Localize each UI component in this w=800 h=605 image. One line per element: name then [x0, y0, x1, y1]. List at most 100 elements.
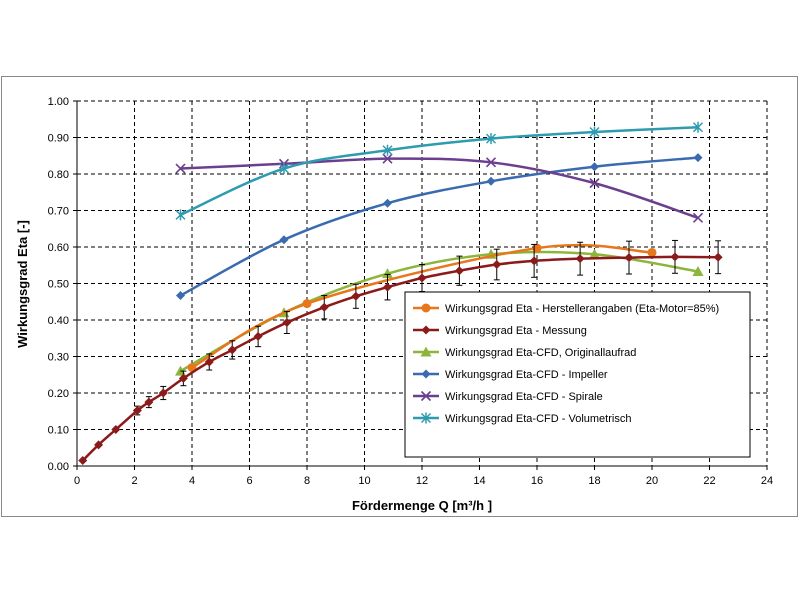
series-group	[78, 239, 723, 466]
data-point	[383, 198, 392, 208]
y-tick-label: 0.70	[48, 206, 69, 218]
data-point	[382, 153, 393, 164]
data-point	[204, 357, 214, 367]
legend-entry-label: Wirkungsgrad Eta-CFD, Originallaufrad	[445, 347, 636, 359]
data-point	[589, 178, 600, 189]
data-point	[132, 406, 142, 416]
data-point	[421, 325, 431, 335]
data-point	[78, 456, 88, 466]
series-line	[180, 157, 699, 219]
y-tick-label: 1.00	[48, 96, 69, 108]
y-tick-label: 0.20	[48, 388, 69, 400]
y-tick-label: 0.50	[48, 279, 69, 291]
y-tick-label: 0.60	[48, 242, 69, 254]
y-tick-label: 0.10	[48, 425, 69, 437]
data-point	[693, 153, 703, 163]
data-point	[253, 331, 263, 341]
y-tick-label: 0.30	[48, 352, 69, 364]
data-point	[382, 268, 393, 279]
data-point	[485, 157, 497, 168]
legend-entry-label: Wirkungsgrad Eta - Herstellerangaben (Et…	[445, 303, 719, 315]
data-point	[589, 248, 600, 259]
axes	[73, 100, 768, 470]
x-tick-label: 8	[304, 475, 310, 487]
data-point	[178, 373, 188, 383]
legend-entry-label: Wirkungsgrad Eta-CFD - Spirale	[445, 391, 603, 403]
series-line	[179, 126, 699, 217]
data-point	[111, 425, 121, 434]
legend: Wirkungsgrad Eta - Herstellerangaben (Et…	[404, 291, 751, 458]
series-lines	[78, 121, 723, 466]
x-tick-label: 24	[761, 475, 773, 487]
legend-entry-label: Wirkungsgrad Eta-CFD - Impeller	[445, 369, 608, 381]
series-line	[179, 156, 699, 297]
data-point	[278, 163, 290, 175]
data-point	[417, 273, 427, 283]
data-point	[589, 126, 600, 138]
data-point	[382, 144, 393, 156]
series-group	[187, 243, 657, 372]
data-point	[485, 133, 497, 145]
data-point	[421, 303, 431, 313]
data-point	[175, 163, 186, 174]
series-line	[81, 255, 719, 462]
y-tick-label: 0.40	[48, 315, 69, 327]
data-point	[175, 209, 186, 221]
x-tick-label: 14	[473, 475, 485, 487]
data-point	[144, 397, 154, 407]
data-point	[302, 299, 312, 309]
tick-labels: 0.00 0.10 0.20 0.30 0.40 0.50 0.60 0.70 0.80 0.90…	[48, 96, 774, 487]
data-point	[351, 291, 361, 301]
x-tick-label: 2	[131, 475, 137, 487]
data-point	[420, 390, 432, 402]
data-point	[590, 162, 599, 172]
data-point	[670, 252, 680, 262]
data-point	[383, 282, 392, 292]
data-point	[94, 440, 104, 450]
legend-box	[404, 291, 751, 458]
data-point	[529, 256, 539, 266]
data-point	[176, 291, 185, 301]
legend-entry-label: Wirkungsgrad Eta - Messung	[445, 325, 587, 337]
data-point	[279, 235, 289, 245]
data-point	[319, 302, 329, 312]
data-point	[713, 252, 723, 262]
x-tick-label: 18	[588, 475, 600, 487]
x-tick-label: 10	[358, 475, 370, 487]
y-tick-label: 0.90	[48, 133, 69, 145]
series-group	[176, 153, 703, 301]
data-point	[187, 362, 197, 372]
x-tick-label: 4	[189, 475, 195, 487]
x-tick-label: 0	[74, 475, 80, 487]
data-point	[420, 412, 432, 424]
x-tick-label: 6	[246, 475, 252, 487]
x-axis-title: Fördermenge Q [m³/h ]	[352, 498, 492, 513]
data-point	[227, 345, 237, 355]
data-point	[486, 176, 496, 186]
data-point	[492, 260, 502, 270]
x-tick-label: 12	[416, 475, 428, 487]
legend-entry-label: Wirkungsgrad Eta-CFD - Volumetrisch	[445, 413, 631, 425]
x-tick-label: 22	[703, 475, 715, 487]
x-tick-label: 20	[646, 475, 658, 487]
series-group	[175, 121, 704, 221]
data-point	[282, 318, 292, 328]
data-point	[421, 369, 431, 379]
data-point	[692, 121, 704, 133]
data-point	[420, 346, 432, 357]
series-line	[191, 243, 653, 369]
data-point	[532, 243, 542, 253]
data-point	[647, 247, 657, 257]
data-point	[158, 388, 168, 398]
data-point	[692, 265, 704, 276]
y-axis-title: Wirkungsgrad Eta [-]	[15, 220, 30, 348]
x-tick-label: 16	[531, 475, 543, 487]
data-point	[692, 212, 704, 223]
data-point	[454, 266, 464, 276]
y-tick-label: 0.80	[48, 169, 69, 181]
series-group	[175, 153, 704, 223]
data-point	[575, 254, 585, 264]
y-tick-label: 0.00	[48, 461, 69, 473]
